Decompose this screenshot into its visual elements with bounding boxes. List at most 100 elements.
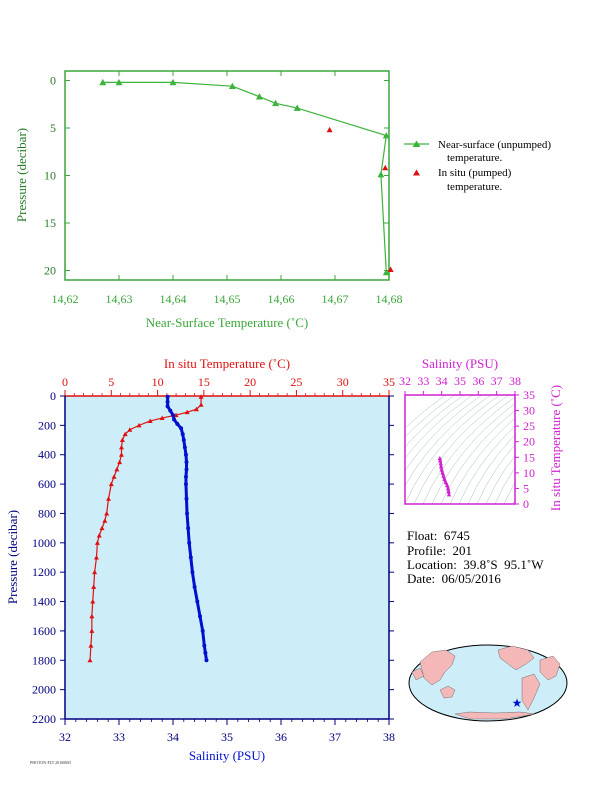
ts-salinity-ticks: 32 33 34 35 36 37 38 — [399, 374, 521, 395]
profile-data-marks — [87, 394, 209, 663]
density-contour — [494, 467, 515, 504]
ts-point — [446, 492, 452, 497]
temperature-tick-label: 20 — [244, 375, 256, 389]
unpumped-point — [99, 78, 107, 86]
top-y-tick-label: 10 — [44, 169, 56, 183]
footer-code: PHOTON-FLT 20160605 — [30, 760, 71, 765]
salinity-tick-label: 35 — [221, 730, 233, 744]
density-contour — [405, 395, 447, 429]
ts-point — [441, 473, 446, 478]
unpumped-point — [169, 78, 177, 86]
ts-temperature-tick-label: 0 — [523, 497, 529, 511]
salinity-point — [165, 404, 170, 409]
temperature-ticks: 0 5 10 15 20 25 30 35 — [62, 375, 395, 396]
density-contour — [467, 434, 515, 504]
top-y-axis-label: Pressure (decibar) — [14, 128, 29, 222]
salinity-point — [183, 474, 188, 479]
temperature-point — [96, 532, 102, 538]
ts-point — [446, 489, 451, 494]
salinity-tick-label: 32 — [59, 730, 71, 744]
float-location: Location: 39.8˚S 95.1˚W — [407, 557, 544, 572]
legend-pumped-marker — [413, 169, 420, 176]
ts-salinity-tick-label: 38 — [509, 374, 521, 388]
top-x-tick-label: 14,68 — [376, 292, 403, 306]
top-x-ticks: 14,62 14,63 14,64 14,65 14,66 14,67 14,68 — [52, 71, 403, 306]
salinity-point — [172, 417, 177, 422]
africa-europe-landmass — [539, 655, 561, 681]
unpumped-point — [255, 93, 263, 100]
salinity-point — [187, 540, 192, 545]
salinity-point — [165, 394, 170, 399]
salinity-point — [202, 643, 207, 648]
density-contour — [413, 395, 510, 504]
ts-point — [437, 456, 443, 460]
pressure-tick-label: 1200 — [32, 565, 56, 579]
salinity-point — [185, 511, 190, 516]
density-contour — [422, 396, 515, 504]
legend-unpumped-marker — [412, 140, 421, 147]
pressure-tick-label: 400 — [38, 448, 56, 462]
unpumped-point — [272, 99, 280, 107]
pressure-tick-label: 200 — [38, 418, 56, 432]
salinity-ticks: 32 33 34 35 36 37 38 — [59, 719, 395, 744]
pressure-tick-label: 600 — [38, 477, 56, 491]
ts-point — [438, 461, 443, 466]
australia-landmass — [439, 685, 456, 699]
pressure-ticks: 0 200 400 600 800 1000 1200 1400 1600 1800 2000 220… — [32, 389, 394, 726]
ts-point — [440, 470, 445, 475]
temperature-point — [111, 474, 117, 479]
near-surface-temperature-chart: 14,62 14,63 14,64 14,65 14,66 14,67 14,68 0 5 10… — [14, 70, 551, 330]
top-y-tick-label: 0 — [50, 74, 56, 88]
top-data-marks — [99, 78, 394, 276]
temperature-point — [89, 628, 95, 633]
india-landmass — [411, 667, 425, 681]
salinity-point — [184, 467, 189, 472]
top-x-tick-label: 14,65 — [214, 292, 241, 306]
density-contour — [405, 395, 474, 459]
ts-point — [443, 480, 448, 484]
temperature-point — [90, 599, 96, 604]
ts-temperature-tick-label: 20 — [523, 435, 535, 449]
pressure-tick-label: 1000 — [32, 536, 56, 550]
top-x-tick-label: 14,66 — [268, 292, 295, 306]
ts-temperature-tick-label: 10 — [523, 466, 535, 480]
profile-date: Date: 06/05/2016 — [407, 571, 501, 586]
salinity-axis-label: Salinity (PSU) — [189, 748, 265, 763]
salinity-tick-label: 38 — [383, 730, 395, 744]
temperature-point — [184, 409, 190, 415]
temperature-tick-label: 0 — [62, 375, 68, 389]
main-plot-background — [65, 396, 389, 719]
top-y-tick-label: 5 — [50, 121, 56, 135]
temperature-point — [88, 643, 94, 648]
pressure-tick-label: 2000 — [32, 683, 56, 697]
ts-salinity-tick-label: 33 — [417, 374, 429, 388]
salinity-point — [183, 482, 188, 487]
density-contour — [405, 395, 456, 438]
pumped-point — [382, 164, 389, 171]
density-contour — [431, 403, 515, 504]
float-location-star-icon — [512, 698, 522, 707]
salinity-point — [182, 445, 187, 450]
salinity-point — [184, 460, 189, 465]
ts-salinity-tick-label: 37 — [491, 374, 503, 388]
temperature-tick-label: 30 — [337, 375, 349, 389]
temperature-tick-label: 25 — [290, 375, 302, 389]
temperature-point — [118, 444, 124, 450]
ts-temperature-tick-label: 15 — [523, 450, 535, 464]
salinity-point — [186, 526, 191, 531]
ts-salinity-tick-label: 36 — [472, 374, 484, 388]
top-x-axis-label: Near-Surface Temperature (˚C) — [146, 315, 308, 330]
north-america-landmass — [497, 645, 535, 671]
density-contour — [485, 455, 515, 504]
continents — [411, 645, 561, 720]
density-contour — [476, 444, 515, 504]
salinity-point — [198, 614, 202, 619]
temperature-point — [159, 415, 165, 421]
temperature-point — [102, 518, 108, 523]
density-contour — [405, 395, 492, 487]
pressure-tick-label: 1600 — [32, 624, 56, 638]
density-contour — [503, 481, 515, 504]
salinity-point — [200, 628, 205, 633]
